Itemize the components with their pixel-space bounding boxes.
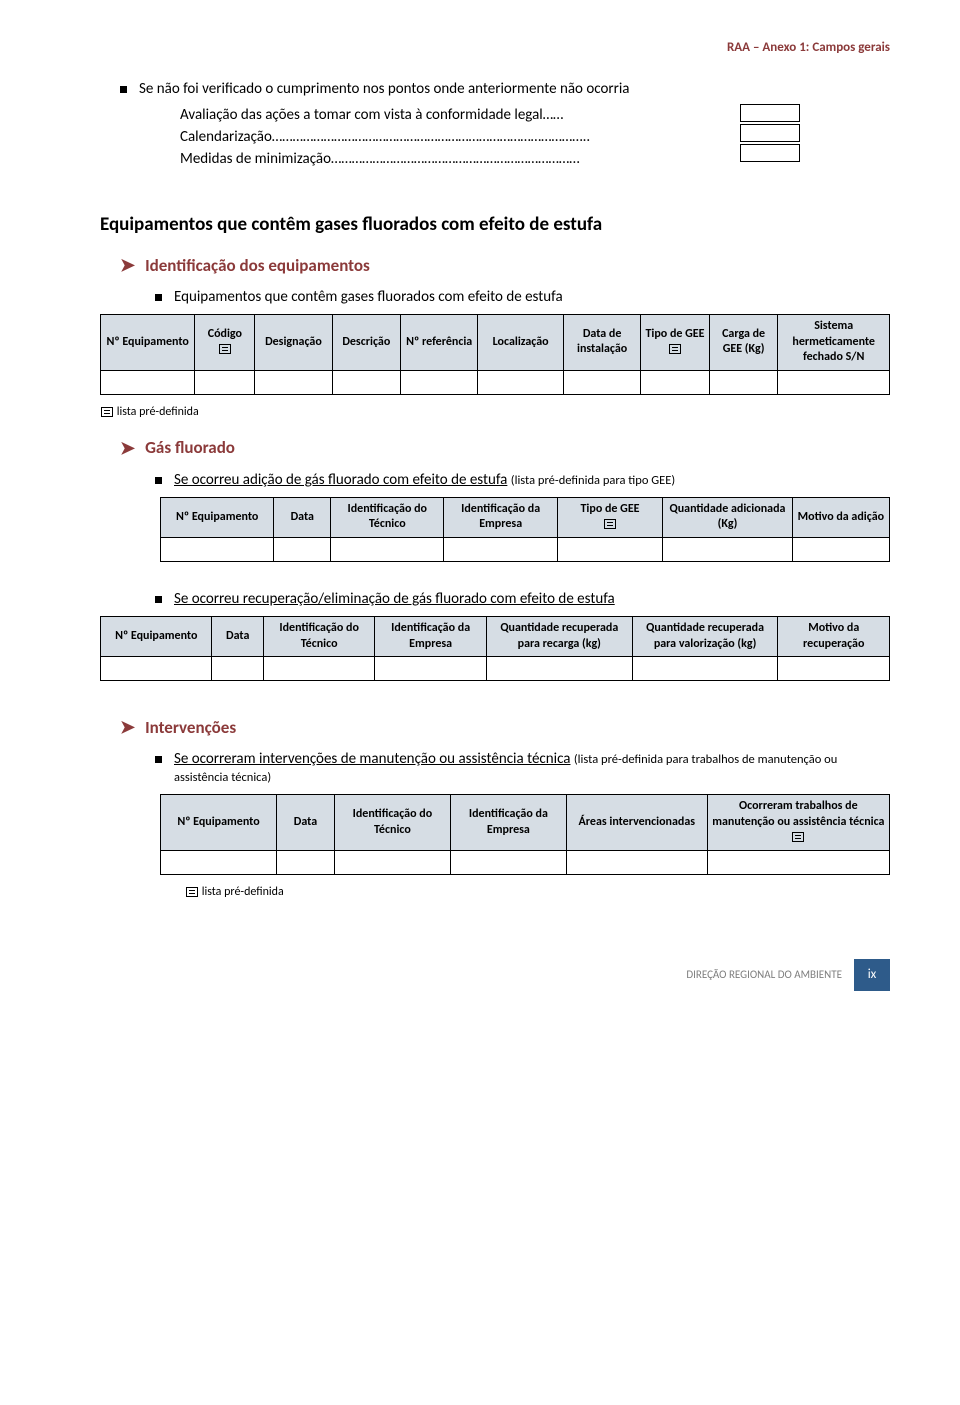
chevron-text-interv: Intervenções	[145, 717, 236, 738]
th: Motivo da adição	[792, 497, 889, 537]
th: Nº Equipamento	[161, 497, 274, 537]
list-icon	[101, 407, 113, 417]
chevron-icon: ➤	[120, 437, 135, 459]
th: Identificação do Técnico	[331, 497, 444, 537]
th: Nº Equipamento	[101, 616, 212, 656]
sub-bullet-equip: Equipamentos que contêm gases fluorados …	[174, 288, 563, 306]
form-line-1: Calendarização………………………………………………………………………	[180, 128, 600, 146]
header-doc-ref: RAA – Anexo 1: Campos gerais	[100, 40, 890, 55]
th: Quantidade recuperada para valorização (…	[632, 616, 778, 656]
th: Quantidade adicionada (Kg)	[663, 497, 793, 537]
th: Data	[274, 497, 331, 537]
list-icon	[792, 832, 804, 842]
table-row[interactable]	[161, 850, 890, 874]
legend-equip: lista pré-definida	[100, 405, 890, 419]
th: Motivo da recuperação	[778, 616, 890, 656]
table-gas-adicao: Nº Equipamento Data Identificação do Téc…	[160, 497, 890, 562]
list-icon	[186, 887, 198, 897]
footer-org: DIREÇÃO REGIONAL DO AMBIENTE	[686, 968, 842, 981]
chevron-icon: ➤	[120, 254, 135, 276]
th: Identificação da Empresa	[450, 795, 566, 851]
list-icon	[669, 344, 681, 354]
table-row[interactable]	[101, 657, 890, 681]
form-line-0: Avaliação das ações a tomar com vista à …	[180, 106, 600, 124]
form-box[interactable]	[740, 144, 800, 162]
bullet-icon	[155, 756, 162, 763]
th: Designação	[255, 315, 332, 371]
th: Nº Equipamento	[161, 795, 277, 851]
th: Código	[195, 315, 255, 371]
bullet-icon	[155, 294, 162, 301]
form-line-2: Medidas de minimização…………………………………………………	[180, 150, 600, 168]
list-icon	[604, 519, 616, 529]
th: Áreas intervencionadas	[566, 795, 707, 851]
table-gas-recuperacao: Nº Equipamento Data Identificação do Téc…	[100, 616, 890, 681]
sub-bullet-gas-a: Se ocorreu adição de gás fluorado com ef…	[174, 471, 675, 489]
top-bullet-text: Se não foi verificado o cumprimento nos …	[139, 80, 629, 98]
th: Identificação da Empresa	[375, 616, 486, 656]
th: Descrição	[332, 315, 401, 371]
th: Quantidade recuperada para recarga (kg)	[486, 616, 632, 656]
th: Identificação do Técnico	[263, 616, 374, 656]
legend-interv: lista pré-definida	[185, 885, 890, 899]
th: Tipo de GEE	[557, 497, 662, 537]
table-row[interactable]	[161, 537, 890, 561]
form-box[interactable]	[740, 104, 800, 122]
sub-bullet-interv: Se ocorreram intervenções de manutenção …	[174, 750, 890, 786]
th: Sistema hermeticamente fechado S/N	[778, 315, 890, 371]
th: Identificação da Empresa	[444, 497, 557, 537]
table-intervencoes: Nº Equipamento Data Identificação do Téc…	[160, 794, 890, 875]
th: Localização	[478, 315, 564, 371]
table-row[interactable]	[101, 370, 890, 394]
th: Data	[276, 795, 334, 851]
bullet-icon	[120, 86, 127, 93]
th: Ocorreram trabalhos de manutenção ou ass…	[707, 795, 889, 851]
chevron-icon: ➤	[120, 716, 135, 738]
chevron-text-equip: Identificação dos equipamentos	[145, 255, 370, 276]
th: Tipo de GEE	[641, 315, 710, 371]
table-equipamentos: Nº Equipamento Código Designação Descriç…	[100, 314, 890, 395]
th: Data de instalação	[564, 315, 641, 371]
sub-bullet-gas-b: Se ocorreu recuperação/eliminação de gás…	[174, 590, 615, 608]
th: Nº Equipamento	[101, 315, 195, 371]
th: Carga de GEE (Kg)	[709, 315, 778, 371]
footer-page-number: ix	[854, 959, 890, 991]
section-title: Equipamentos que contêm gases fluorados …	[100, 213, 890, 236]
th: Data	[212, 616, 263, 656]
bullet-icon	[155, 596, 162, 603]
th: Nº referência	[401, 315, 478, 371]
form-box[interactable]	[740, 124, 800, 142]
bullet-icon	[155, 477, 162, 484]
chevron-text-gas: Gás fluorado	[145, 437, 235, 458]
th: Identificação do Técnico	[334, 795, 450, 851]
list-icon	[219, 344, 231, 354]
